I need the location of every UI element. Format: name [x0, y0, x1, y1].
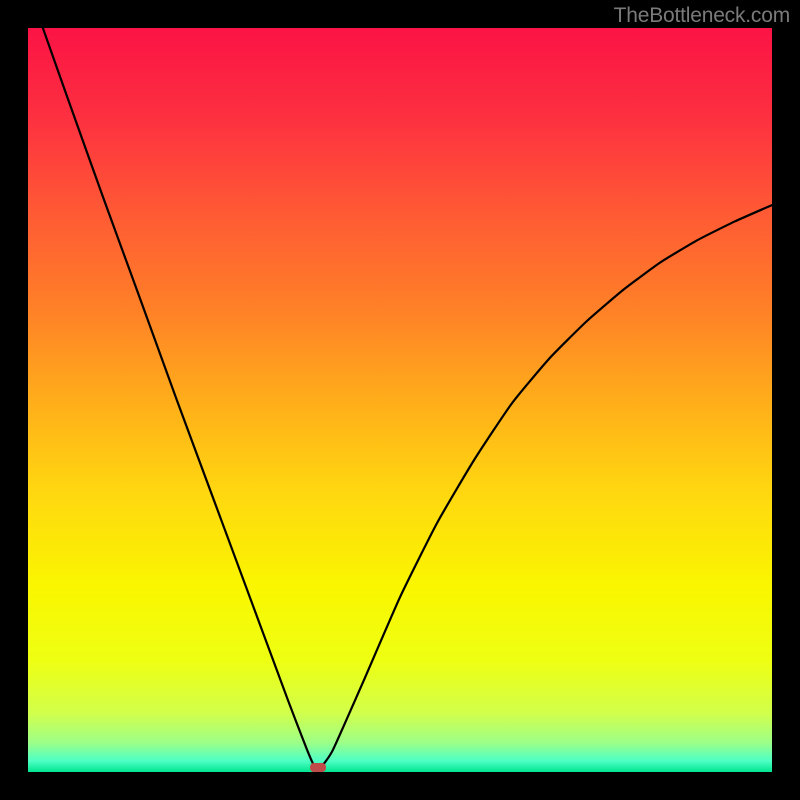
watermark-text: TheBottleneck.com [614, 4, 790, 28]
plot-area [28, 28, 772, 772]
bottleneck-curve [28, 28, 772, 772]
minimum-marker [310, 763, 326, 773]
chart-frame: TheBottleneck.com [0, 0, 800, 800]
